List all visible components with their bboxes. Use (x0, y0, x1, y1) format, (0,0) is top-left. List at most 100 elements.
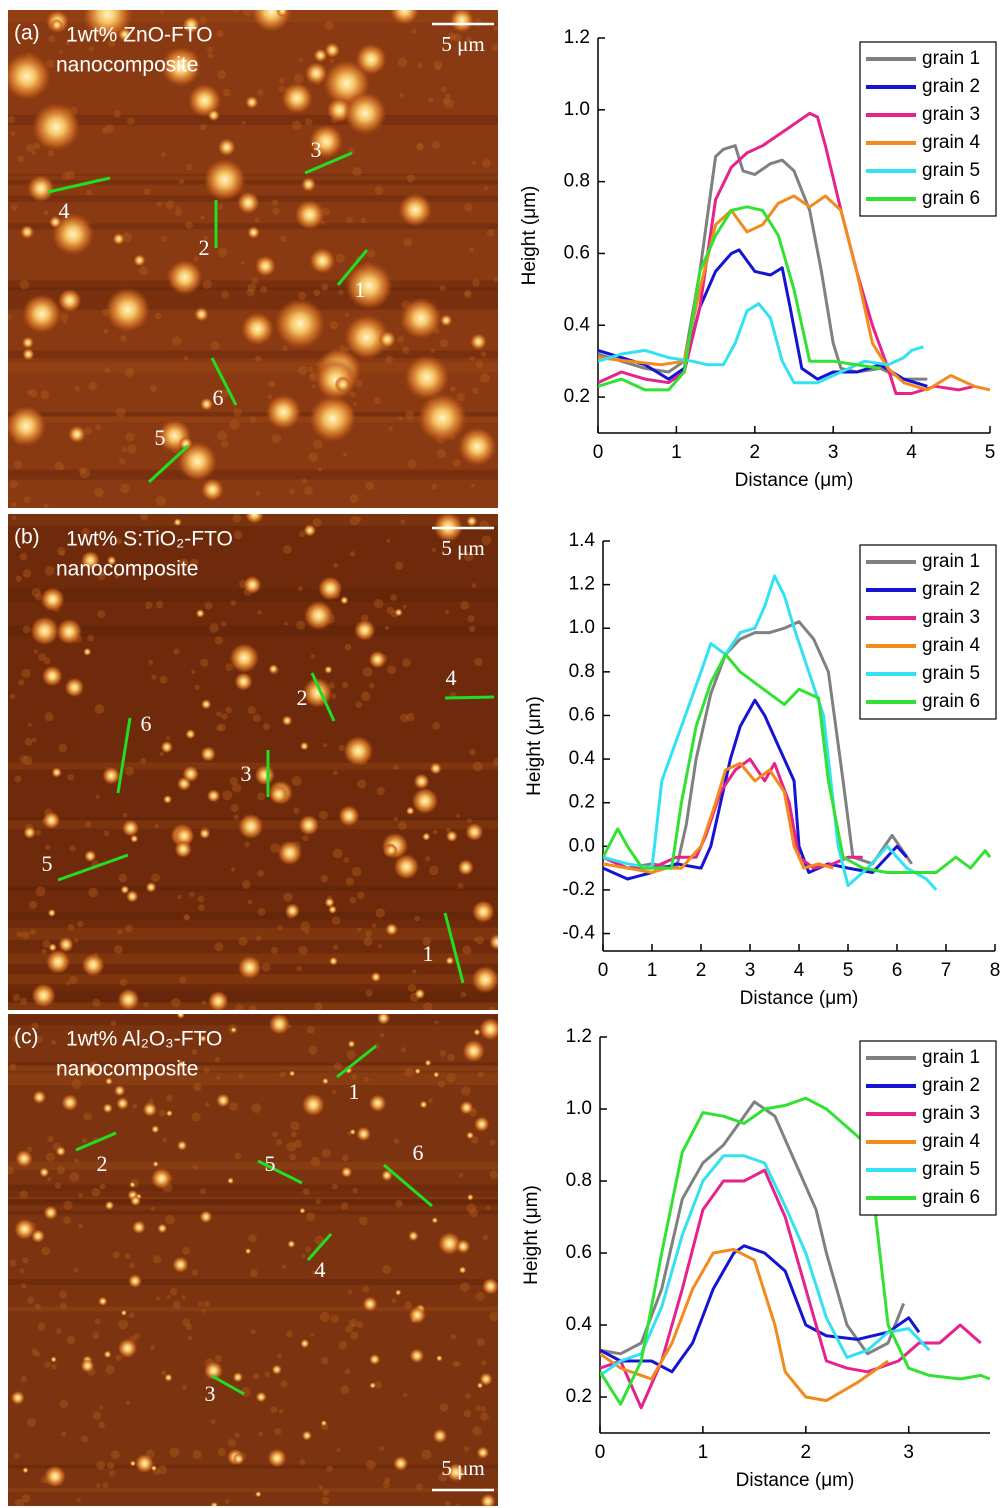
texture-grain (432, 721, 441, 730)
particle (354, 619, 376, 641)
texture-grain (62, 172, 70, 180)
texture-grain (79, 468, 90, 479)
texture-grain (235, 1004, 245, 1010)
texture-grain (298, 57, 303, 63)
texture-grain (400, 713, 409, 723)
texture-grain (320, 874, 329, 883)
scan-streak (8, 1279, 498, 1285)
particle (489, 933, 498, 951)
particle (23, 826, 36, 839)
panel-label: (b) (14, 526, 40, 549)
particle (150, 1167, 173, 1190)
texture-grain (398, 416, 403, 421)
texture-grain (204, 1067, 210, 1074)
particle (39, 1167, 50, 1178)
texture-grain (8, 314, 12, 320)
y-tick-label: 0.8 (566, 1170, 592, 1191)
texture-grain (470, 483, 476, 488)
particle (61, 1094, 79, 1112)
texture-grain (332, 770, 338, 776)
texture-grain (42, 939, 51, 948)
texture-grain (118, 1319, 129, 1330)
particle (216, 1093, 231, 1108)
texture-grain (332, 848, 343, 859)
profile-line (257, 1159, 303, 1185)
texture-grain (321, 1148, 331, 1158)
particle (400, 297, 442, 340)
texture-grain (160, 10, 165, 15)
image-title: 1wt% S:TiO₂-FTO (66, 528, 233, 551)
x-tick-label: 0 (598, 960, 609, 981)
y-tick-label: 0.2 (564, 386, 590, 407)
texture-grain (404, 1301, 413, 1310)
texture-grain (63, 1216, 72, 1225)
texture-grain (181, 1295, 186, 1300)
texture-grain (15, 575, 22, 582)
texture-grain (321, 1496, 330, 1505)
texture-grain (445, 609, 450, 615)
texture-grain (358, 1216, 368, 1226)
particle (281, 715, 293, 726)
profile-number: 2 (199, 235, 210, 260)
texture-grain (19, 1190, 28, 1199)
texture-grain (216, 724, 223, 732)
texture-grain (103, 830, 110, 837)
texture-grain (155, 495, 166, 506)
particle (345, 261, 393, 310)
texture-grain (455, 1361, 461, 1367)
texture-grain (59, 1290, 68, 1299)
texture-grain (431, 483, 438, 490)
particle (474, 1116, 490, 1132)
scan-streak (8, 469, 498, 480)
particle (458, 1266, 467, 1274)
texture-grain (14, 1452, 20, 1459)
texture-grain (384, 1477, 391, 1484)
y-tick-label: 0.4 (564, 314, 591, 335)
texture-grain (463, 1409, 472, 1418)
texture-grain (221, 713, 228, 720)
particle (369, 1382, 376, 1389)
profile-line (75, 1131, 117, 1152)
particle (176, 1014, 185, 1019)
texture-grain (308, 452, 319, 462)
texture-grain (304, 929, 310, 935)
texture-grain (360, 691, 371, 702)
profile-line (336, 1044, 377, 1079)
data-line (600, 1154, 931, 1377)
particle (30, 616, 60, 646)
texture-grain (251, 1103, 262, 1113)
texture-grain (296, 620, 306, 630)
texture-grain (362, 666, 373, 677)
particle (473, 1028, 481, 1036)
texture-grain (43, 657, 51, 665)
texture-grain (313, 439, 323, 450)
texture-grain (165, 200, 175, 210)
scan-streak (8, 1488, 498, 1492)
texture-grain (233, 10, 239, 13)
particle (411, 787, 439, 815)
texture-grain (178, 558, 189, 569)
particle (43, 1465, 67, 1488)
particle (324, 42, 340, 58)
texture-grain (128, 1312, 135, 1319)
texture-grain (143, 723, 150, 729)
texture-grain (229, 419, 240, 430)
texture-grain (200, 658, 209, 667)
data-line (600, 1244, 921, 1374)
particle (49, 215, 62, 229)
texture-grain (54, 461, 64, 471)
particle (328, 905, 337, 914)
texture-grain (63, 319, 68, 325)
particle (31, 102, 81, 152)
texture-grain (125, 432, 135, 442)
texture-grain (107, 1462, 115, 1470)
texture-grain (233, 814, 239, 820)
particle (161, 46, 202, 87)
texture-grain (348, 1318, 357, 1327)
texture-grain (80, 33, 88, 40)
particle (265, 394, 302, 430)
particle (470, 333, 487, 351)
texture-grain (81, 1138, 88, 1144)
scan-streak (8, 1072, 498, 1085)
